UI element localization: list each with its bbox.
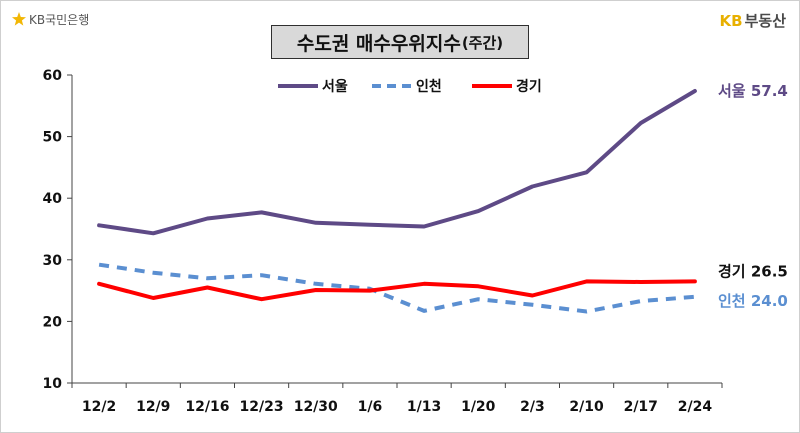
end-label-seoul: 서울 57.4 (718, 82, 788, 100)
legend-label-incheon: 인천 (416, 78, 442, 95)
kb-realestate-logo: KB 부동산 (720, 10, 786, 31)
x-tick-label: 2/10 (569, 399, 604, 415)
kb-star-icon (12, 12, 26, 26)
series-line-seoul (97, 89, 697, 236)
legend-label-seoul: 서울 (322, 78, 348, 95)
x-tick-label: 2/3 (520, 399, 545, 415)
chart-title: 수도권 매수우위지수 (주간) (271, 25, 529, 59)
x-tick-label: 2/24 (678, 399, 713, 415)
kb-bank-logo: KB국민은행 (12, 10, 89, 28)
y-tick-label: 40 (43, 191, 63, 207)
kb-realestate-kb: KB (719, 12, 743, 30)
x-tick-label: 1/20 (461, 399, 496, 415)
x-tick-label: 12/2 (82, 399, 116, 415)
chart-end-labels: 서울 57.4 인천 24.0 경기 26.5 (718, 82, 788, 310)
y-tick-label: 60 (43, 68, 63, 84)
x-tick-label: 12/23 (240, 399, 284, 415)
legend-label-gyeonggi: 경기 (516, 78, 542, 95)
series-line-incheon (98, 262, 696, 314)
kb-bank-name: KB국민은행 (29, 12, 90, 27)
kb-realestate-name: 부동산 (744, 12, 786, 30)
y-tick-label: 30 (43, 253, 63, 269)
series-line-gyeonggi (97, 279, 697, 302)
end-label-incheon: 인천 24.0 (718, 292, 788, 310)
y-tick-label: 20 (43, 314, 63, 330)
chart-axes: 10 20 30 40 50 60 12/2 12/9 12/16 12/23 12/30 1/6 1/… (43, 68, 723, 415)
x-tick-label: 1/6 (358, 399, 383, 415)
chart-title-main: 수도권 매수우위지수 (296, 32, 461, 55)
chart-title-sub: (주간) (461, 33, 504, 52)
x-tick-label: 1/13 (407, 399, 441, 415)
y-tick-label: 50 (43, 130, 63, 146)
x-tick-label: 12/30 (294, 399, 338, 415)
x-tick-label: 12/16 (185, 399, 229, 415)
x-tick-label: 2/17 (624, 399, 658, 415)
chart-series (97, 89, 697, 314)
x-tick-label: 12/9 (136, 399, 170, 415)
chart-legend: 서울 인천 경기 (278, 78, 542, 95)
y-tick-label: 10 (43, 376, 63, 392)
end-label-gyeonggi: 경기 26.5 (718, 262, 788, 280)
